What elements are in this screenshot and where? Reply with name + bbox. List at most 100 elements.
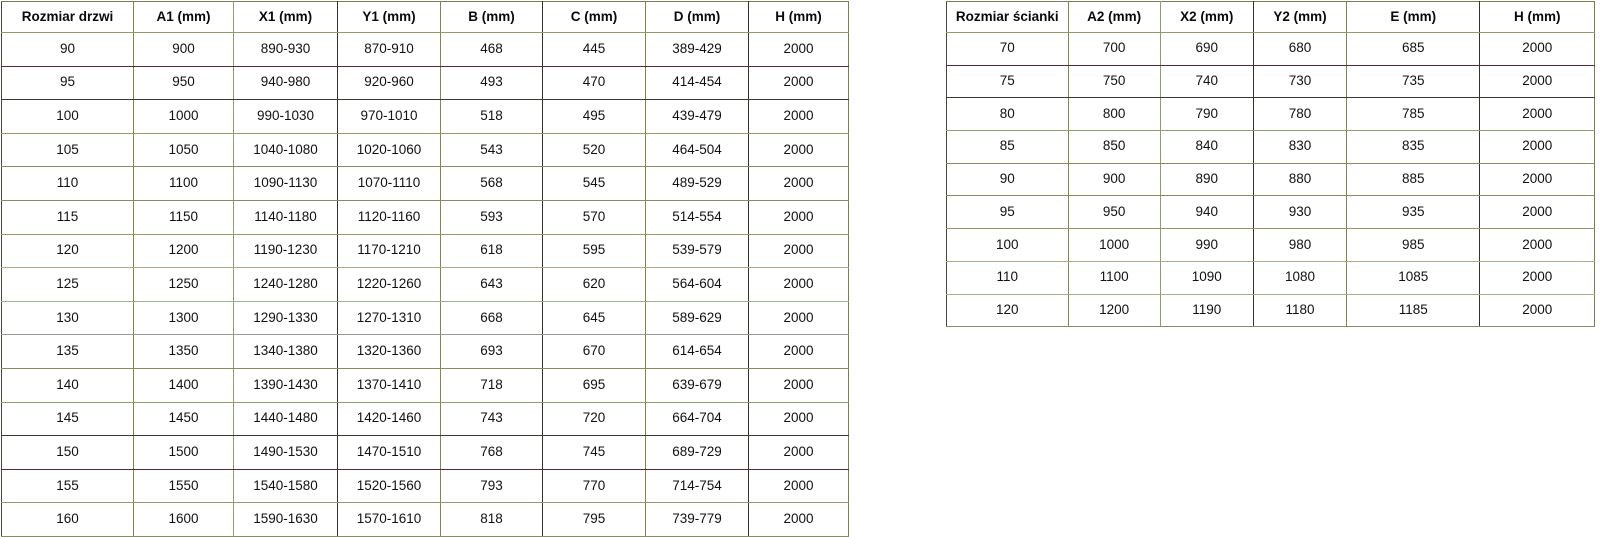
row-size-value: 80 bbox=[946, 97, 1069, 132]
table-row: 120 1200 1190 1180 1185 2000 bbox=[946, 293, 1595, 328]
table-row: 155 1550 1540-1580 1520-1560 793 770 714-754 20… bbox=[1, 468, 849, 504]
column-header-1: Rozmiar ścianki bbox=[946, 1, 1069, 33]
cell-value: 1290-1330 bbox=[233, 300, 338, 336]
walls-dimension-table: Rozmiar ścianki A2 (mm) X2 (mm) Y2 (mm) E (m… bbox=[946, 1, 1595, 328]
row-size-value: 90 bbox=[1, 32, 134, 67]
cell-value: 664-704 bbox=[645, 401, 749, 437]
table-row: 110 1100 1090-1130 1070-1110 568 545 489-529 20… bbox=[1, 166, 849, 201]
cell-value: 1020-1060 bbox=[337, 132, 441, 168]
cell-value: 900 bbox=[133, 32, 234, 67]
cell-value: 2000 bbox=[1479, 228, 1595, 262]
cell-value: 768 bbox=[440, 435, 543, 470]
cell-value: 1240-1280 bbox=[233, 267, 338, 302]
cell-value: 795 bbox=[542, 502, 646, 537]
cell-value: 770 bbox=[542, 468, 646, 504]
table-row: 90 900 890-930 870-910 468 445 389-429 2000 bbox=[1, 32, 849, 67]
cell-value: 1570-1610 bbox=[337, 502, 441, 537]
column-header-4: Y2 (mm) bbox=[1252, 1, 1348, 33]
cell-value: 2000 bbox=[1479, 64, 1595, 99]
cell-value: 885 bbox=[1346, 162, 1481, 197]
table-row: 70 700 690 680 685 2000 bbox=[946, 32, 1595, 66]
cell-value: 618 bbox=[440, 233, 543, 269]
cell-value: 1390-1430 bbox=[233, 367, 338, 403]
cell-value: 468 bbox=[440, 32, 543, 67]
cell-value: 880 bbox=[1252, 162, 1348, 197]
cell-value: 670 bbox=[542, 334, 646, 369]
row-size-value: 135 bbox=[1, 334, 134, 369]
row-size-value: 105 bbox=[1, 132, 134, 168]
cell-value: 518 bbox=[440, 99, 543, 134]
cell-value: 589-629 bbox=[645, 300, 749, 336]
doors-table-head: Rozmiar drzwi A1 (mm) X1 (mm) Y1 (mm) B (mm)… bbox=[1, 1, 849, 33]
table-row: 105 1050 1040-1080 1020-1060 543 520 464-504 20… bbox=[1, 132, 849, 168]
table-row: 125 1250 1240-1280 1220-1260 643 620 564-604 20… bbox=[1, 267, 849, 302]
cell-value: 950 bbox=[1067, 195, 1161, 230]
cell-value: 2000 bbox=[1479, 260, 1595, 295]
cell-value: 470 bbox=[542, 65, 646, 101]
cell-value: 693 bbox=[440, 334, 543, 369]
cell-value: 543 bbox=[440, 132, 543, 168]
cell-value: 695 bbox=[542, 367, 646, 403]
cell-value: 1470-1510 bbox=[337, 435, 441, 470]
row-size-value: 130 bbox=[1, 300, 134, 336]
row-size-value: 75 bbox=[946, 64, 1069, 99]
row-size-value: 140 bbox=[1, 367, 134, 403]
doors-dimension-table: Rozmiar drzwi A1 (mm) X1 (mm) Y1 (mm) B (mm)… bbox=[1, 1, 849, 537]
cell-value: 593 bbox=[440, 199, 543, 235]
cell-value: 564-604 bbox=[645, 267, 749, 302]
cell-value: 970-1010 bbox=[337, 99, 441, 134]
cell-value: 920-960 bbox=[337, 65, 441, 101]
cell-value: 1000 bbox=[1067, 228, 1161, 262]
cell-value: 2000 bbox=[748, 233, 849, 269]
cell-value: 2000 bbox=[1479, 293, 1595, 328]
cell-value: 2000 bbox=[748, 468, 849, 504]
cell-value: 940-980 bbox=[233, 65, 338, 101]
cell-value: 1070-1110 bbox=[337, 166, 441, 201]
row-size-value: 100 bbox=[946, 228, 1069, 262]
table-row: 100 1000 990-1030 970-1010 518 495 439-479 2000 bbox=[1, 99, 849, 134]
cell-value: 614-654 bbox=[645, 334, 749, 369]
cell-value: 1180 bbox=[1252, 293, 1348, 328]
table-row: 135 1350 1340-1380 1320-1360 693 670 614-654 20… bbox=[1, 334, 849, 369]
row-size-value: 95 bbox=[1, 65, 134, 101]
cell-value: 720 bbox=[542, 401, 646, 437]
cell-value: 1190 bbox=[1159, 293, 1254, 328]
cell-value: 830 bbox=[1252, 130, 1348, 164]
cell-value: 935 bbox=[1346, 195, 1481, 230]
cell-value: 785 bbox=[1346, 97, 1481, 132]
cell-value: 685 bbox=[1346, 32, 1481, 66]
walls-table-body: 70 700 690 680 685 2000 75 750 740 730 735 2000 80 80… bbox=[946, 32, 1595, 328]
cell-value: 1600 bbox=[133, 502, 234, 537]
table-row: 145 1450 1440-1480 1420-1460 743 720 664-704 20… bbox=[1, 401, 849, 437]
column-header-4: Y1 (mm) bbox=[337, 1, 441, 33]
cell-value: 1200 bbox=[1067, 293, 1161, 328]
table-row: 110 1100 1090 1080 1085 2000 bbox=[946, 260, 1595, 295]
cell-value: 514-554 bbox=[645, 199, 749, 235]
cell-value: 900 bbox=[1067, 162, 1161, 197]
cell-value: 990-1030 bbox=[233, 99, 338, 134]
cell-value: 1450 bbox=[133, 401, 234, 437]
cell-value: 2000 bbox=[1479, 195, 1595, 230]
cell-value: 930 bbox=[1252, 195, 1348, 230]
cell-value: 2000 bbox=[748, 300, 849, 336]
cell-value: 645 bbox=[542, 300, 646, 336]
cell-value: 414-454 bbox=[645, 65, 749, 101]
cell-value: 985 bbox=[1346, 228, 1481, 262]
cell-value: 1170-1210 bbox=[337, 233, 441, 269]
cell-value: 1140-1180 bbox=[233, 199, 338, 235]
cell-value: 718 bbox=[440, 367, 543, 403]
cell-value: 2000 bbox=[748, 132, 849, 168]
cell-value: 990 bbox=[1159, 228, 1254, 262]
cell-value: 840 bbox=[1159, 130, 1254, 164]
row-size-value: 70 bbox=[946, 32, 1069, 66]
cell-value: 570 bbox=[542, 199, 646, 235]
row-size-value: 100 bbox=[1, 99, 134, 134]
row-size-value: 145 bbox=[1, 401, 134, 437]
cell-value: 2000 bbox=[1479, 130, 1595, 164]
cell-value: 1040-1080 bbox=[233, 132, 338, 168]
cell-value: 2000 bbox=[748, 435, 849, 470]
table-row: 115 1150 1140-1180 1120-1160 593 570 514-554 20… bbox=[1, 199, 849, 235]
cell-value: 940 bbox=[1159, 195, 1254, 230]
cell-value: 818 bbox=[440, 502, 543, 537]
